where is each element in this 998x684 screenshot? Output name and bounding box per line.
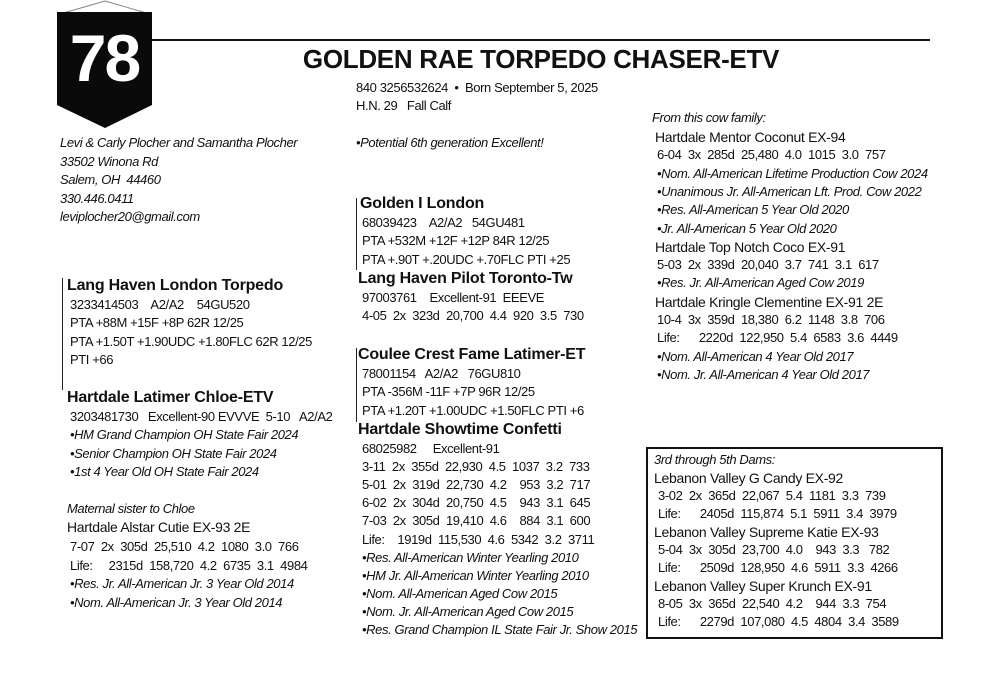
animal-line: PTI +66 — [70, 352, 114, 368]
animal-line: 3233414503 A2/A2 54GU520 — [70, 297, 250, 312]
cow-line: •Res. All-American 5 Year Old 2020 — [657, 202, 849, 218]
title: GOLDEN RAE TORPEDO CHASER-ETV — [302, 44, 780, 74]
animal-line: PTA -356M -11F +7P 96R 12/25 — [362, 384, 535, 400]
cow-line: 3-02 2x 365d 22,067 5.4 1181 3.3 739 — [658, 488, 886, 503]
cow-line: 5-04 3x 305d 23,700 4.0 943 3.3 782 — [658, 542, 890, 557]
cow-line: 6-04 3x 285d 25,480 4.0 1015 3.0 757 — [657, 147, 886, 163]
animal-line: 68025982 Excellent-91 — [362, 441, 500, 456]
animal-line: Life: 1919d 115,530 4.6 5342 3.2 3711 — [362, 531, 595, 547]
cow-name: Lebanon Valley G Candy EX-92 — [654, 470, 844, 486]
animal-line: •Nom. All-American Jr. 3 Year Old 2014 — [70, 594, 283, 610]
id-line: 840 3256532624 • Born September 5, 2025 — [356, 80, 598, 95]
cow-line: Life: 2220d 122,950 5.4 6583 3.6 4449 — [657, 330, 898, 346]
cow-line: Life: 2405d 115,874 5.1 5911 3.4 3979 — [658, 506, 897, 521]
cow-line: •Jr. All-American 5 Year Old 2020 — [657, 220, 837, 236]
animal-line: 3203481730 Excellent-90 EVVVE 5-10 A2/A2 — [70, 409, 333, 424]
animal-name: Lang Haven London Torpedo — [67, 277, 284, 294]
owner-line: Levi & Carly Plocher and Samantha Ploche… — [60, 135, 298, 150]
animal-name: Coulee Crest Fame Latimer-ET — [358, 346, 586, 363]
animal-line: PTA +532M +12F +12P 84R 12/25 — [362, 233, 550, 249]
cow-line: •Res. Jr. All-American Aged Cow 2019 — [657, 275, 864, 291]
animal-line: PTA +1.20T +1.00UDC +1.50FLC PTI +6 — [362, 402, 584, 418]
cow-line: •Unanimous Jr. All-American Lft. Prod. C… — [657, 183, 922, 199]
note: •Potential 6th generation Excellent! — [356, 135, 544, 150]
bracket — [356, 198, 357, 270]
cow-name: Hartdale Kringle Clementine EX-91 2E — [655, 293, 884, 310]
animal-line: 7-03 2x 305d 19,410 4.6 884 3.1 600 — [362, 513, 591, 529]
animal-line: •Nom. All-American Aged Cow 2015 — [362, 585, 558, 601]
animal-line: Life: 2315d 158,720 4.2 6735 3.1 4984 — [70, 557, 308, 573]
lot-tag — [57, 12, 152, 128]
animal-line: •Res. Grand Champion IL State Fair Jr. S… — [362, 622, 638, 637]
animal-line: •Nom. Jr. All-American Aged Cow 2015 — [362, 603, 574, 619]
hanger — [104, 0, 151, 15]
animal-line: 97003761 Excellent-91 EEEVE — [362, 290, 545, 305]
lot-number: 78 — [69, 21, 141, 95]
bracket — [356, 348, 357, 422]
cow-line: 8-05 3x 365d 22,540 4.2 944 3.3 754 — [658, 596, 887, 611]
cow-name: Lebanon Valley Supreme Katie EX-93 — [654, 524, 879, 540]
animal-line: PTA +.90T +.20UDC +.70FLC PTI +25 — [362, 251, 571, 267]
animal-line: PTA +88M +15F +8P 62R 12/25 — [70, 315, 244, 331]
owner-line: 33502 Winona Rd — [60, 153, 158, 169]
animal-line: •Res. Jr. All-American Jr. 3 Year Old 20… — [70, 576, 294, 591]
animal-line: 68039423 A2/A2 54GU481 — [362, 215, 525, 230]
animal-line: 7-07 2x 305d 25,510 4.2 1080 3.0 766 — [70, 539, 299, 554]
cow-line: •Nom. Jr. All-American 4 Year Old 2017 — [657, 366, 870, 382]
owner-line: Salem, OH 44460 — [60, 172, 161, 187]
animal-line: 3-11 2x 355d 22,930 4.5 1037 3.2 733 — [362, 459, 590, 475]
cow-line: •Nom. All-American Lifetime Production C… — [657, 165, 928, 181]
section-heading: From this cow family: — [652, 110, 766, 125]
animal-line: 5-01 2x 319d 22,730 4.2 953 3.2 717 — [362, 477, 591, 493]
cow-name: Lebanon Valley Super Krunch EX-91 — [654, 578, 872, 594]
section-heading: Maternal sister to Chloe — [67, 501, 195, 516]
owner-line: leviplocher20@gmail.com — [60, 209, 200, 224]
animal-line: 6-02 2x 304d 20,750 4.5 943 3.1 645 — [362, 495, 591, 511]
animal-line: 4-05 2x 323d 20,700 4.4 920 3.5 730 — [362, 308, 584, 324]
cow-name: Hartdale Top Notch Coco EX-91 — [655, 238, 846, 255]
animal-line: •Res. All-American Winter Yearling 2010 — [362, 549, 579, 565]
animal-name: Hartdale Alstar Cutie EX-93 2E — [67, 519, 251, 535]
animal-line: •Senior Champion OH State Fair 2024 — [70, 445, 277, 461]
cow-name: Hartdale Mentor Coconut EX-94 — [655, 129, 846, 145]
animal-line: •HM Jr. All-American Winter Yearling 201… — [362, 567, 589, 583]
animal-name: Golden I London — [360, 195, 485, 212]
bracket — [62, 278, 63, 390]
cow-line: 10-4 3x 359d 18,380 6.2 1148 3.8 706 — [657, 312, 885, 327]
animal-name: Hartdale Showtime Confetti — [358, 421, 562, 438]
hn-line: H.N. 29 Fall Calf — [356, 98, 451, 113]
section-heading: 3rd through 5th Dams: — [654, 452, 775, 467]
hanger — [59, 0, 106, 15]
cow-line: Life: 2279d 107,080 4.5 4804 3.4 3589 — [658, 614, 899, 629]
cow-line: 5-03 2x 339d 20,040 3.7 741 3.1 617 — [657, 257, 879, 273]
owner-line: 330.446.0411 — [60, 190, 134, 206]
animal-name: Hartdale Latimer Chloe-ETV — [67, 389, 274, 406]
animal-line: PTA +1.50T +1.90UDC +1.80FLC 62R 12/25 — [70, 333, 312, 349]
animal-line: 78001154 A2/A2 76GU810 — [362, 366, 521, 381]
cow-line: Life: 2509d 128,950 4.6 5911 3.3 4266 — [658, 560, 898, 575]
dams-box — [646, 447, 943, 639]
animal-line: •HM Grand Champion OH State Fair 2024 — [70, 427, 299, 443]
animal-line: •1st 4 Year Old OH State Fair 2024 — [70, 464, 259, 480]
animal-name: Lang Haven Pilot Toronto-Tw — [358, 270, 573, 287]
cow-line: •Nom. All-American 4 Year Old 2017 — [657, 348, 854, 364]
